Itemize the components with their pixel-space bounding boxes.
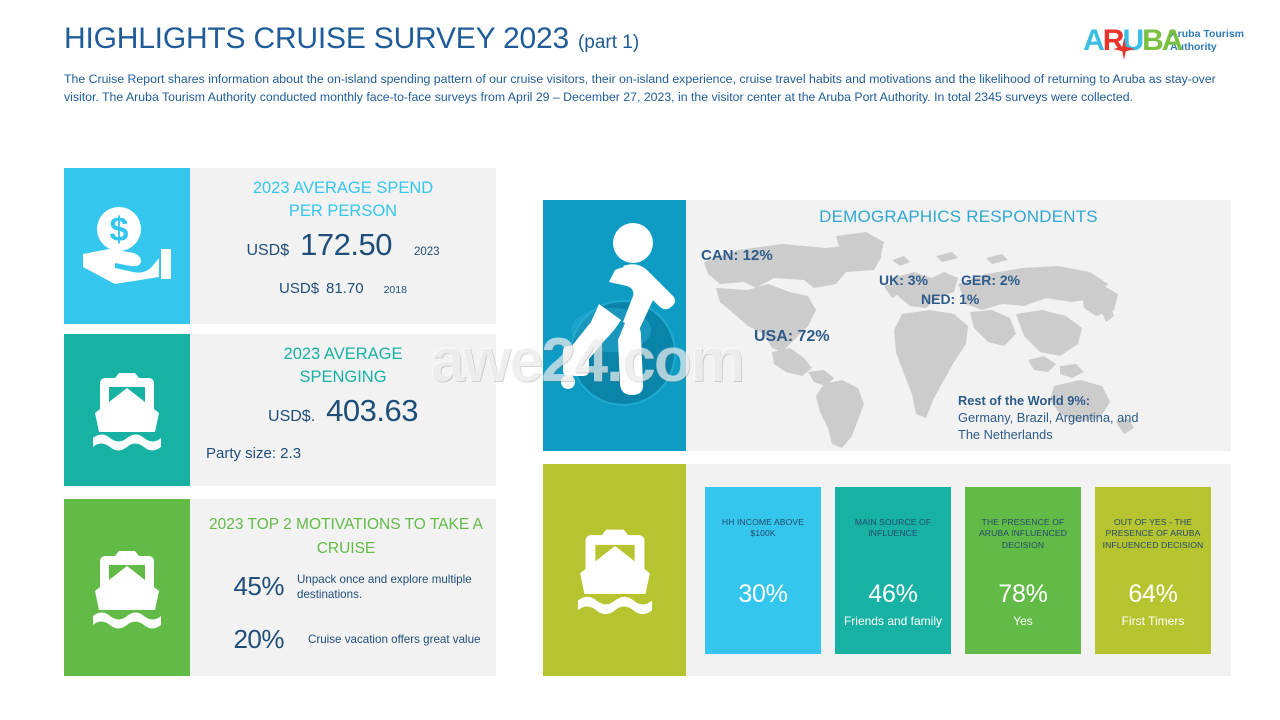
logo-letter-b: B [1142,24,1164,57]
demographics-label-uk: UK: 3% [879,272,929,288]
cruise-ship-icon [64,499,190,676]
stat-box-heading: MAIN SOURCE OF INFLUENCE [854,516,932,539]
cruise-ship-icon-svg [93,373,161,451]
aruba-tourism-authority-logo: ARUBA Aruba Tourism Authority [1083,22,1244,60]
cruise-ship-icon [543,464,686,676]
card-average-spend-title-line2: PER PERSON [288,202,398,220]
hand-money-icon-svg: $ [83,207,171,284]
cruise-ship-icon-svg [93,550,161,628]
rest-of-world-line2: The Netherlands [958,427,1053,442]
logo-letter-a2: A [1161,24,1184,57]
average-spending-figure-row: USD$. 403.63 [190,393,496,429]
card-average-spending-body: 2023 AVERAGE SPENGING USD$. 403.63 Party… [190,334,496,486]
card-average-spend-body: 2023 AVERAGE SPEND PER PERSON USD$ 172.5… [190,168,496,324]
demographics-label-germany: GER: 2% [961,272,1021,288]
logo-wordmark-line2: Authority [1170,41,1217,53]
motivation-item: 45% Unpack once and explore multiple des… [190,571,502,602]
average-spend-year: 2023 [413,246,440,258]
bottom-stats-panel: HH INCOME ABOVE $100K 30% MAIN SOURCE OF… [543,464,1231,676]
card-average-spending-title-line2: SPENGING [299,368,387,386]
hand-money-icon: $ [64,168,190,324]
party-size-label: Party size: 2.3 [206,445,302,462]
card-top-motivations-title-line1: 2023 TOP 2 MOTIVATIONS TO TAKE A [209,516,483,533]
card-top-motivations-title-line2: CRUISE [316,540,376,557]
logo-wordmark: Aruba Tourism Authority [1170,28,1244,54]
stat-box-heading: THE PRESENCE OF ARUBA INFLUENCED DECISIO… [978,516,1068,550]
page-title-part: (part 1) [577,32,640,53]
stat-box-footer: First Timers [1121,613,1185,628]
stat-box-hh-income: HH INCOME ABOVE $100K 30% [705,486,821,654]
traveler-walking-icon [543,200,686,451]
motivation-percent: 20% [233,624,284,654]
card-average-spending-title: 2023 AVERAGE SPENGING [190,334,496,389]
demographics-main: DEMOGRAPHICS RESPONDENTS [686,200,1231,451]
average-spend-prev-value: 81.70 [326,280,364,297]
average-spend-previous-row: USD$ 81.70 2018 [190,280,496,297]
stat-box-aruba-influenced-decision: THE PRESENCE OF ARUBA INFLUENCED DECISIO… [965,486,1081,654]
demographics-title: DEMOGRAPHICS RESPONDENTS [819,207,1098,226]
card-average-spend-per-person: $ 2023 AVERAGE SPEND PER PERSON USD$ 172… [64,168,496,324]
stat-box-heading: OUT OF YES - THE PRESENCE OF ARUBA INFLU… [1102,516,1204,550]
stat-box-footer: Yes [1013,613,1033,628]
logo-letter-a1: A [1083,24,1105,57]
stat-box-percent: 30% [738,579,788,608]
motivation-label: Unpack once and explore multiple destina… [297,572,472,601]
card-top-motivations-title: 2023 TOP 2 MOTIVATIONS TO TAKE A CRUISE [190,499,502,561]
average-spending-currency: USD$. [268,408,316,425]
average-spend-prev-year: 2018 [383,284,407,296]
stat-box-heading: HH INCOME ABOVE $100K [721,516,805,539]
average-spending-value: 403.63 [326,393,418,428]
card-average-spending-title-line1: 2023 AVERAGE [283,345,403,363]
stat-box-percent: 46% [868,579,918,608]
world-map [686,222,1231,450]
card-top-motivations-body: 2023 TOP 2 MOTIVATIONS TO TAKE A CRUISE … [190,499,502,676]
demographics-panel: DEMOGRAPHICS RESPONDENTS [543,200,1231,451]
stat-box-main-source-of-influence: MAIN SOURCE OF INFLUENCE 46% Friends and… [835,486,951,654]
demographics-label-canada: CAN: 12% [701,247,773,264]
card-average-spend-title: 2023 AVERAGE SPEND PER PERSON [190,168,496,223]
demographics-label-netherlands: NED: 1% [921,291,980,307]
aruba-logo-letters: ARUBA [1083,22,1183,60]
cruise-ship-icon [64,334,190,486]
traveler-walking-icon-svg [561,223,676,406]
stat-box-percent: 64% [1128,579,1178,608]
stat-box-out-of-yes-first-timers: OUT OF YES - THE PRESENCE OF ARUBA INFLU… [1095,486,1211,654]
motivation-item: 20% Cruise vacation offers great value [190,624,502,655]
motivation-label: Cruise vacation offers great value [308,633,481,646]
rest-of-world-line1: Germany, Brazil, Argentina, and [958,410,1139,425]
aruba-logo-mark: ARUBA [1083,22,1183,60]
world-map-svg [704,232,1134,448]
rest-of-world-heading: Rest of the World 9%: [958,393,1091,408]
svg-text:$: $ [110,211,129,249]
average-spend-value: 172.50 [300,227,392,262]
average-spend-figure-row: USD$ 172.50 2023 [190,227,496,263]
intro-paragraph: The Cruise Report shares information abo… [64,72,1216,104]
title-row: HIGHLIGHTS CRUISE SURVEY 2023 (part 1) [64,22,1244,56]
stat-boxes: HH INCOME ABOVE $100K 30% MAIN SOURCE OF… [686,464,1231,676]
page-title: HIGHLIGHTS CRUISE SURVEY 2023 [64,22,569,55]
motivation-percent: 45% [233,571,284,601]
stat-box-percent: 78% [998,579,1048,608]
card-average-spending: 2023 AVERAGE SPENGING USD$. 403.63 Party… [64,334,496,486]
average-spend-prev-currency: USD$ [279,280,320,297]
logo-letter-r: R [1102,24,1125,57]
cruise-ship-icon-svg [577,529,652,615]
rest-of-world-block: Rest of the World 9%: Germany, Brazil, A… [958,392,1138,443]
card-average-spend-title-line1: 2023 AVERAGE SPEND [252,179,434,197]
demographics-label-usa: USA: 72% [754,328,830,345]
stat-box-footer: Friends and family [843,613,943,628]
logo-wordmark-line1: Aruba Tourism [1170,28,1244,40]
average-spend-currency: USD$ [246,242,290,259]
card-top-motivations: 2023 TOP 2 MOTIVATIONS TO TAKE A CRUISE … [64,499,496,676]
page-header: HIGHLIGHTS CRUISE SURVEY 2023 (part 1) T… [64,22,1244,106]
